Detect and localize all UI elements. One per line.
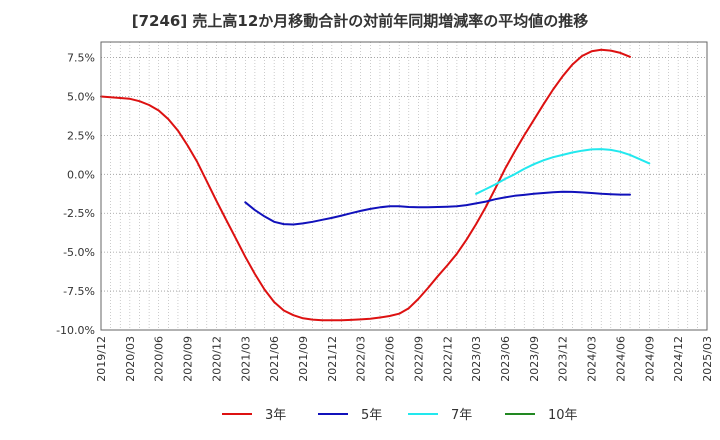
legend-label: 3年	[265, 408, 286, 423]
x-tick-label: 2020/09	[182, 336, 195, 382]
x-tick-label: 2023/09	[528, 336, 541, 382]
x-tick-label: 2022/06	[384, 336, 397, 382]
x-tick-label: 2023/03	[470, 336, 483, 382]
series-line-7年	[475, 148, 651, 195]
plot-frame	[100, 41, 708, 331]
y-tick-label: -7.5%	[63, 285, 95, 298]
x-tick-label: 2023/06	[499, 336, 512, 382]
series-line-3年	[100, 48, 631, 322]
x-tick-label: 2021/12	[326, 336, 339, 382]
y-tick-label: -10.0%	[56, 324, 95, 337]
series-line-5年	[244, 190, 631, 226]
legend: 3年 5年 7年 10年	[222, 408, 578, 423]
x-tick-label: 2024/12	[672, 336, 685, 382]
x-tick-label: 2022/09	[412, 336, 425, 382]
x-tick-label: 2024/09	[643, 336, 656, 382]
legend-label: 5年	[361, 408, 382, 423]
x-tick-label: 2024/06	[614, 336, 627, 382]
x-tick-label: 2021/09	[297, 336, 310, 382]
x-tick-label: 2022/12	[441, 336, 454, 382]
x-tick-label: 2022/03	[355, 336, 368, 382]
x-tick-label: 2024/03	[586, 336, 599, 382]
y-tick-label: -5.0%	[63, 246, 95, 259]
chart-title: [7246] 売上高12か月移動合計の対前年同期増減率の平均値の推移	[131, 12, 589, 30]
y-tick-label: 0.0%	[67, 168, 95, 181]
y-tick-label: 5.0%	[67, 90, 95, 103]
x-tick-label: 2020/12	[210, 336, 223, 382]
tick-layer: 7.5% 5.0% 2.5% 0.0% -2.5% -5.0% -7.5% -10.0%201…	[56, 52, 714, 382]
y-tick-label: -2.5%	[63, 207, 95, 220]
grid-layer	[100, 42, 708, 331]
x-tick-label: 2021/03	[239, 336, 252, 382]
y-tick-label: 7.5%	[67, 52, 95, 65]
legend-label: 7年	[451, 408, 472, 423]
x-tick-label: 2020/03	[124, 336, 137, 382]
y-tick-label: 2.5%	[67, 129, 95, 142]
legend-label: 10年	[548, 408, 578, 423]
x-tick-label: 2019/12	[95, 336, 108, 382]
x-tick-label: 2025/03	[701, 336, 714, 382]
x-tick-label: 2020/06	[153, 336, 166, 382]
x-tick-label: 2021/06	[268, 336, 281, 382]
x-tick-label: 2023/12	[557, 336, 570, 382]
series-layer	[100, 48, 651, 322]
